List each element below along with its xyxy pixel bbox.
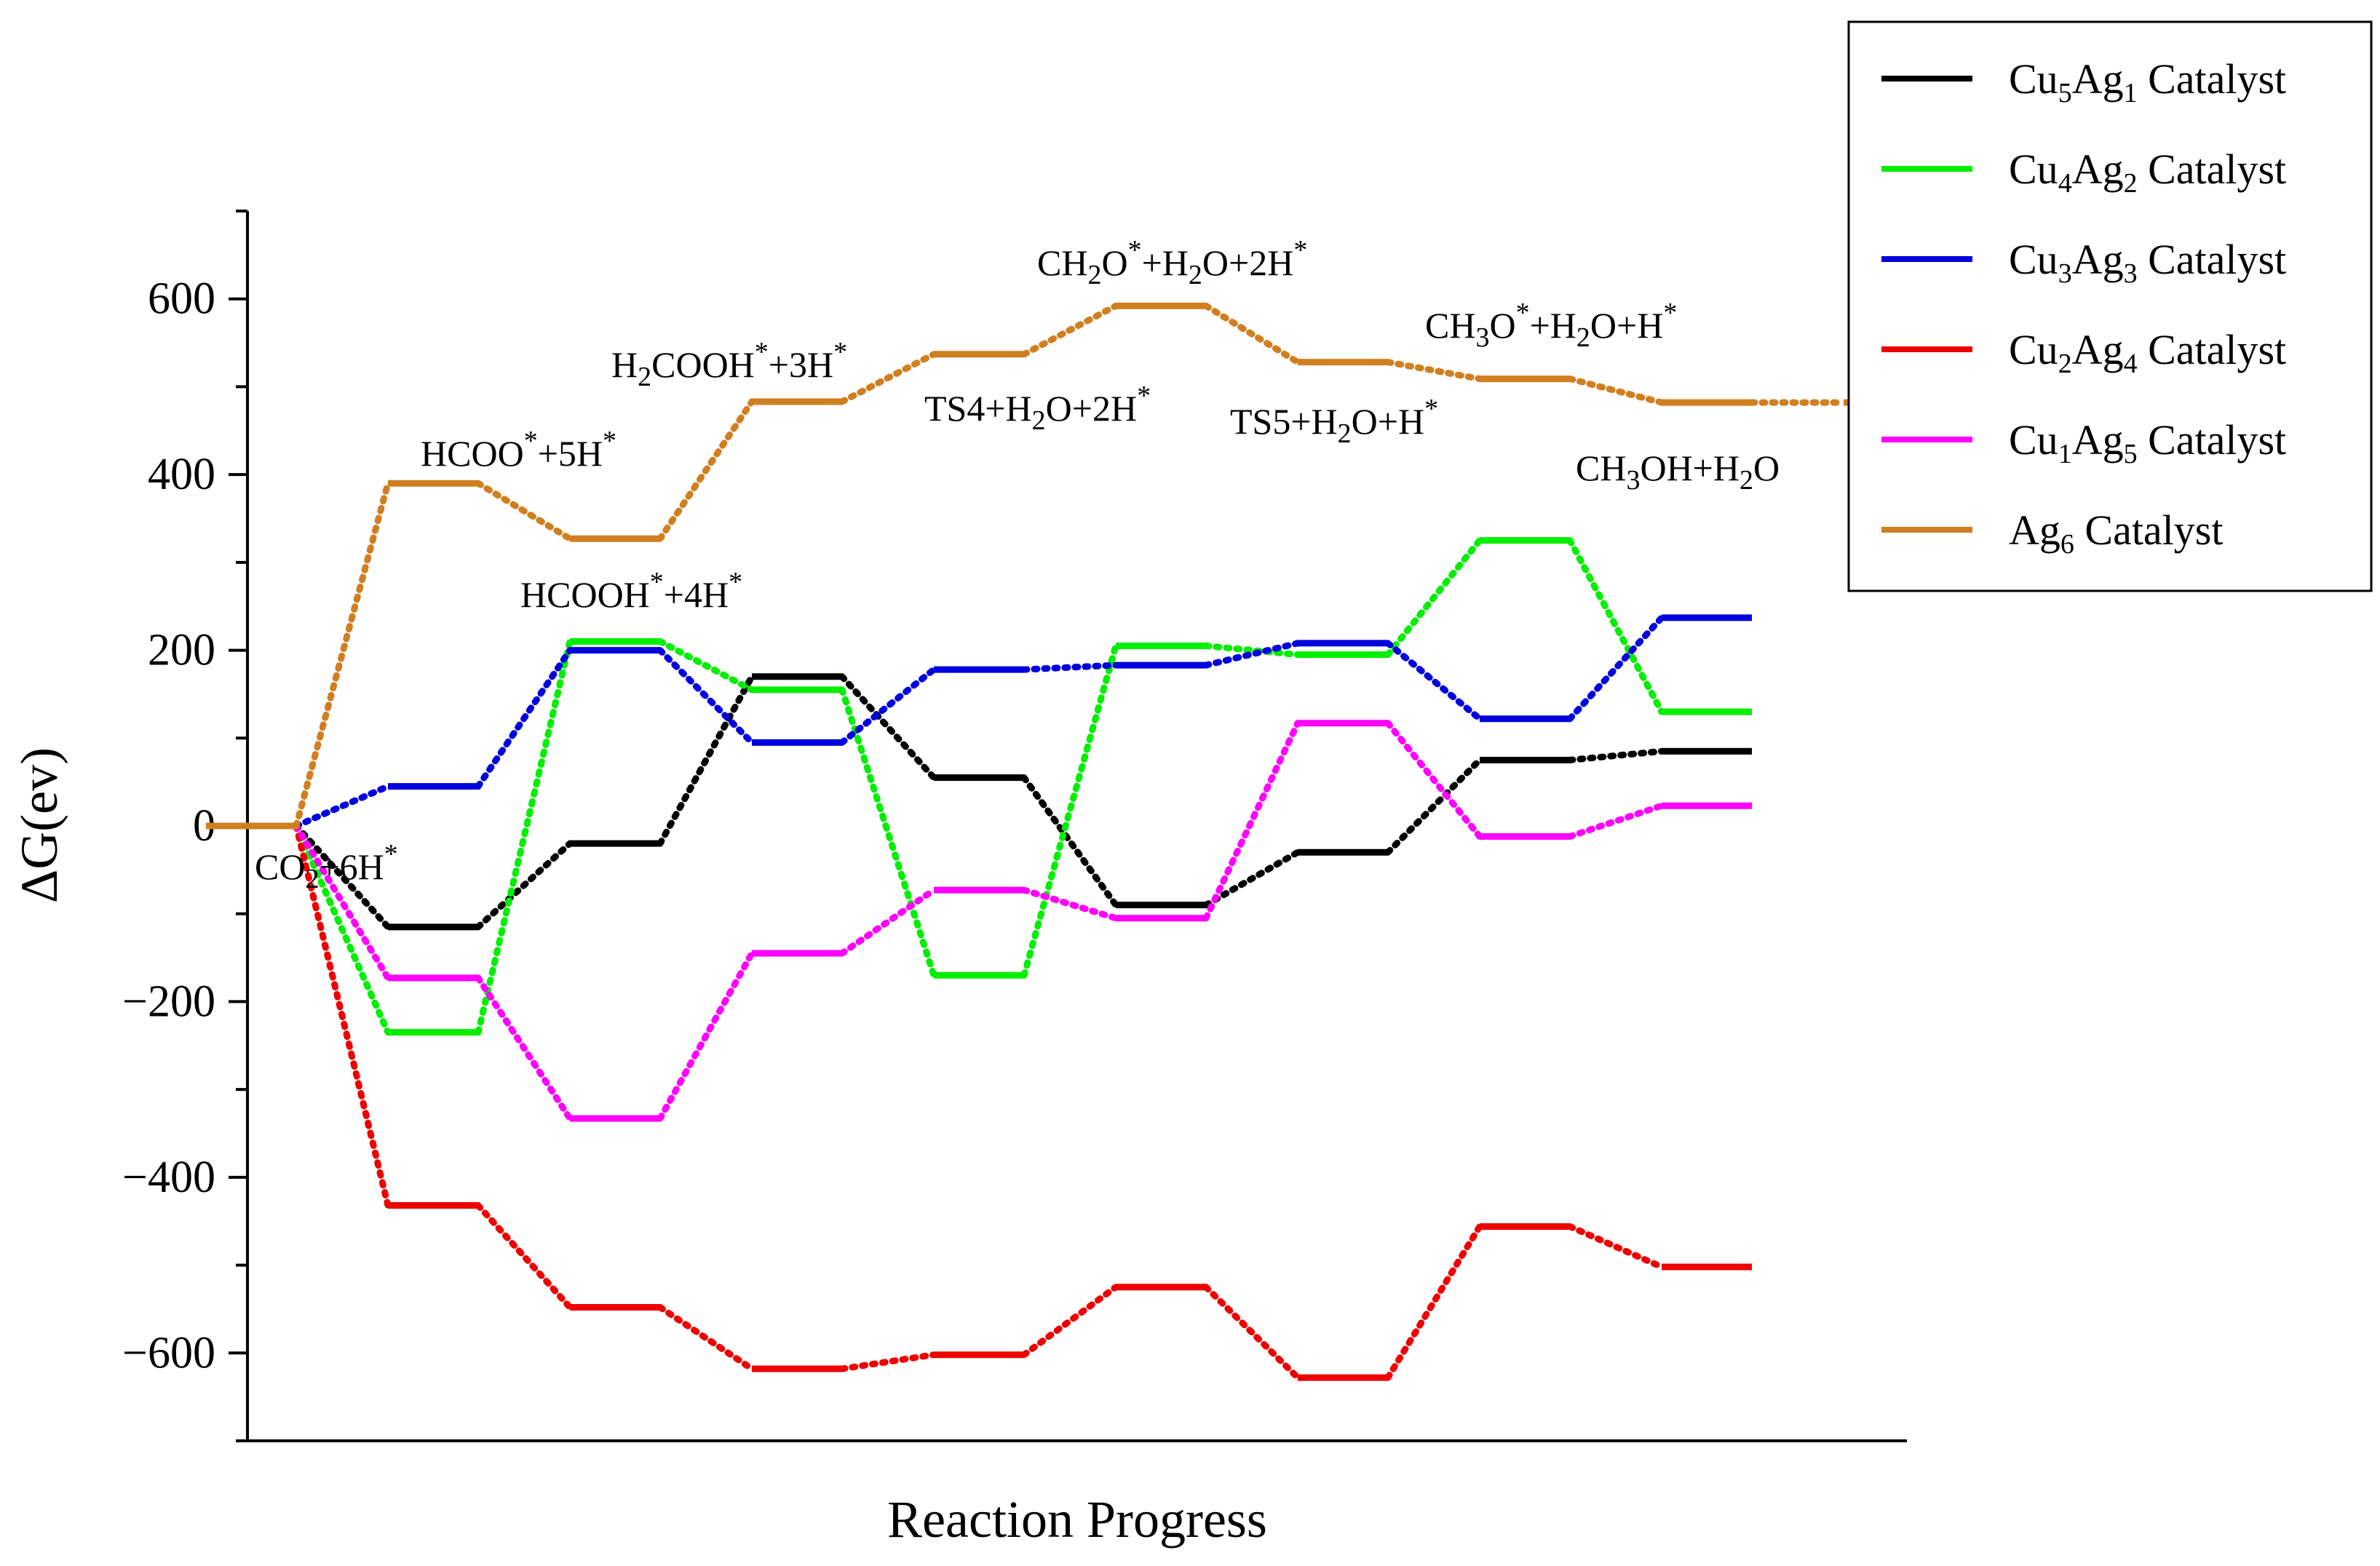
connector-mark xyxy=(475,1201,574,1311)
connector-mark xyxy=(1020,643,1119,979)
y-tick-label: −400 xyxy=(122,1153,215,1202)
legend-entry: Cu1​Ag5​ Catalyst xyxy=(2009,416,2286,469)
series-1 xyxy=(206,537,1752,1036)
connector-mark xyxy=(1020,774,1119,909)
connector-mark xyxy=(1384,756,1483,856)
y-tick-label: 400 xyxy=(148,450,215,499)
connector-mark xyxy=(1566,614,1665,723)
connector-mark xyxy=(1202,720,1301,922)
connector-mark xyxy=(1020,886,1119,922)
connector-mark xyxy=(657,1304,755,1372)
connector-mark xyxy=(838,351,937,405)
step-label-4: TS4+H2​O+2H*​ xyxy=(924,381,1151,436)
connector-mark xyxy=(838,1351,937,1372)
connector-mark xyxy=(657,638,755,693)
connector-mark xyxy=(838,886,937,957)
connector-mark xyxy=(293,822,392,982)
connector-mark xyxy=(293,783,392,830)
connector-mark xyxy=(1566,537,1665,715)
connector-mark xyxy=(1566,1223,1665,1271)
connector-mark xyxy=(1020,302,1119,358)
legend-box xyxy=(1847,20,2373,592)
connector-mark xyxy=(475,974,574,1122)
step-label-5: CH2​O*​+H2​O+2H*​ xyxy=(1037,235,1307,290)
connector-mark xyxy=(1202,1284,1301,1381)
y-tick-label: −200 xyxy=(122,977,215,1026)
connector-mark xyxy=(657,398,755,542)
series-4 xyxy=(206,720,1752,1122)
x-axis-title: Reaction Progress xyxy=(887,1490,1267,1549)
connector-mark xyxy=(1566,802,1665,840)
connector-mark xyxy=(838,686,937,979)
connector-mark xyxy=(293,822,392,931)
y-tick-label: 600 xyxy=(148,274,215,324)
connector-mark xyxy=(838,673,937,782)
step-label-2: HCOOH*​+4H*​ xyxy=(520,567,742,615)
step-label-6: TS5+H2​O+H*​ xyxy=(1230,394,1438,449)
connector-mark xyxy=(1566,747,1665,763)
y-tick-label: −600 xyxy=(122,1328,215,1378)
step-annotations: CO2​+6H*​ HCOO*​+5H*​ HCOOH*​+4H*​ H2​COOH*… xyxy=(255,235,1780,894)
connector-mark xyxy=(475,638,574,1036)
step-label-1: HCOO*​+5H*​ xyxy=(421,426,616,474)
connector-mark xyxy=(657,673,755,847)
legend-entry: Cu3​Ag3​ Catalyst xyxy=(2009,236,2286,289)
connector-mark xyxy=(1384,720,1483,840)
connector-mark xyxy=(1202,643,1301,659)
connector-mark xyxy=(657,950,755,1122)
connector-mark xyxy=(657,647,755,746)
connector-mark xyxy=(1020,661,1119,673)
legend-entry: Cu4​Ag2​ Catalyst xyxy=(2009,146,2286,199)
legend-entry: Cu5​Ag1​ Catalyst xyxy=(2009,55,2286,108)
connector-mark xyxy=(1566,375,1665,406)
connector-mark xyxy=(1202,302,1301,366)
legend-entry: Ag6​ Catalyst xyxy=(2009,506,2223,560)
connector-mark xyxy=(1384,537,1483,659)
y-axis-title: ΔG(ev) xyxy=(10,747,68,903)
series-3 xyxy=(206,822,1752,1381)
connector-mark xyxy=(475,480,574,542)
legend-entry: Cu2​Ag4​ Catalyst xyxy=(2009,326,2286,379)
step-label-3: H2​COOH*​+3H*​ xyxy=(611,337,847,392)
step-label-7: CH3​O*​+H2​O+H*​ xyxy=(1425,298,1677,353)
connector-mark xyxy=(475,840,574,931)
connector-mark xyxy=(1384,1223,1483,1381)
connector-mark xyxy=(293,822,392,1209)
connector-mark xyxy=(293,822,392,1036)
connector-mark xyxy=(1384,640,1483,723)
legend: Cu5​Ag1​ Catalyst Cu4​Ag2​ Catalyst Cu3​Ag… xyxy=(1847,20,2373,592)
series-5 xyxy=(206,302,1934,830)
connector-mark xyxy=(1202,640,1301,669)
connector-mark xyxy=(1384,359,1483,383)
connector-mark xyxy=(293,480,392,830)
step-label-8: CH3​OH+H2​O xyxy=(1576,448,1780,496)
y-tick-label: 200 xyxy=(148,626,215,675)
connector-mark xyxy=(475,647,574,790)
series-2 xyxy=(206,614,1752,830)
step-label-0: CO2​+6H*​ xyxy=(255,839,398,894)
connector-mark xyxy=(1020,1284,1119,1359)
connector-mark xyxy=(838,666,937,746)
connector-mark xyxy=(1202,848,1301,909)
